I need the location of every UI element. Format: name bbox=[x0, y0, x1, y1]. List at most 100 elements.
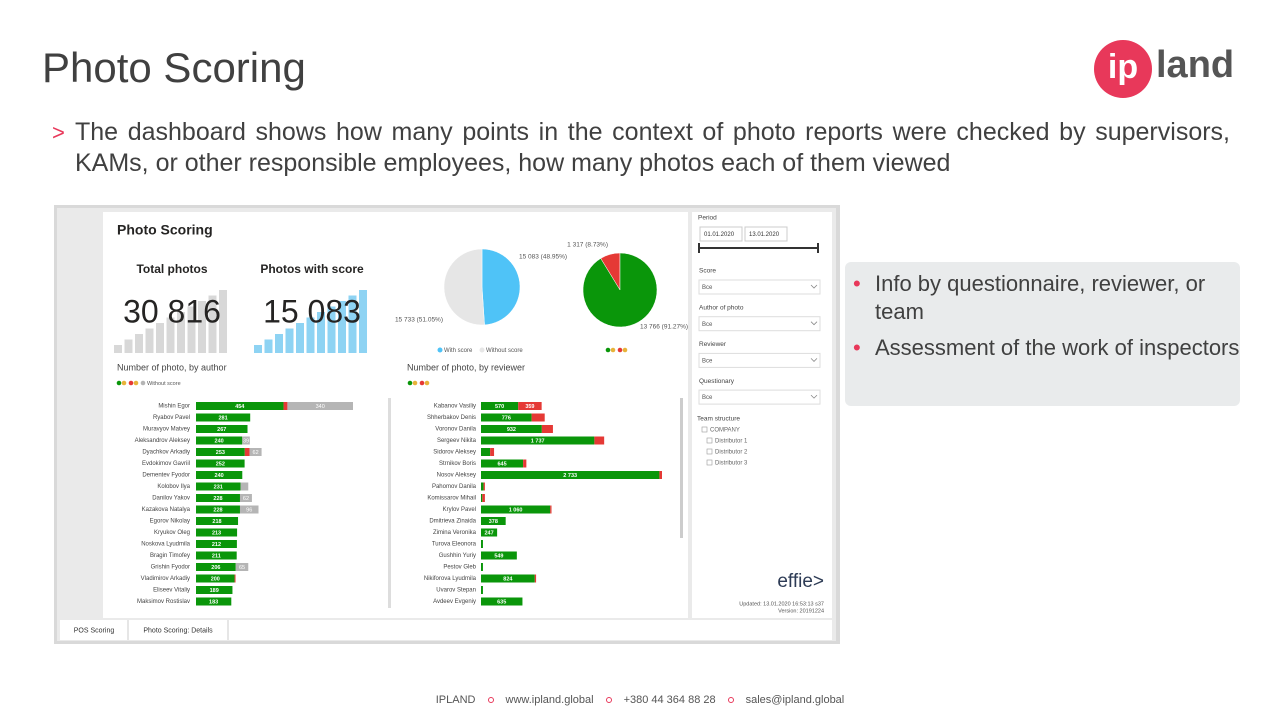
tree-checkbox[interactable] bbox=[706, 459, 713, 466]
sparkline-bar bbox=[219, 290, 227, 353]
dropdown-value: Все bbox=[702, 395, 713, 401]
score-bar bbox=[481, 528, 498, 537]
bar-label: 378 bbox=[489, 519, 498, 525]
sparkline-bar bbox=[338, 301, 346, 353]
tree-item: Distributor 2 bbox=[715, 450, 748, 456]
report-title: Photo Scoring bbox=[117, 222, 213, 238]
row-name: Zimina Veronika bbox=[433, 530, 477, 536]
row-name: Kryukov Oleg bbox=[154, 530, 190, 536]
legend-icon bbox=[610, 347, 616, 353]
legend-icon bbox=[412, 380, 418, 386]
legend-icon bbox=[133, 380, 139, 386]
pie-slice bbox=[481, 248, 521, 326]
filter-label: Author of photo bbox=[699, 304, 744, 311]
score-bar bbox=[196, 528, 238, 537]
fail-bar bbox=[534, 574, 537, 583]
fail-bar bbox=[482, 494, 485, 502]
score-bar bbox=[481, 494, 483, 502]
tree-checkbox[interactable] bbox=[706, 448, 713, 455]
bar-label: 252 bbox=[216, 461, 225, 467]
footer-item: +380 44 364 88 28 bbox=[623, 694, 716, 706]
score-bar bbox=[481, 471, 660, 479]
separator bbox=[487, 697, 494, 704]
bar-label: 2 733 bbox=[563, 473, 577, 479]
fail-bar bbox=[659, 471, 662, 479]
separator bbox=[727, 697, 734, 704]
legend-icon bbox=[140, 380, 146, 386]
row-name: Muravyov Matvey bbox=[143, 427, 190, 433]
bar-label: 206 bbox=[211, 565, 220, 571]
fail-bar bbox=[244, 448, 250, 456]
row-name: Komissarov Mihail bbox=[427, 496, 476, 502]
fail-bar bbox=[234, 574, 236, 583]
date-box[interactable] bbox=[744, 226, 788, 242]
chart-title: Number of photo, by reviewer bbox=[407, 362, 525, 372]
sparkline-bar bbox=[296, 323, 304, 353]
slider-handle[interactable] bbox=[817, 243, 819, 253]
legend-icon bbox=[128, 380, 134, 386]
pie-slice bbox=[582, 252, 658, 328]
dropdown[interactable] bbox=[698, 352, 821, 368]
row-name: Noskova Lyudmila bbox=[141, 542, 190, 548]
slider-handle[interactable] bbox=[698, 243, 700, 253]
report-tab[interactable]: Photo Scoring: Details bbox=[143, 627, 213, 634]
row-name: Nosov Aleksey bbox=[437, 473, 476, 479]
row-name: Dmitrieva Zinaida bbox=[429, 519, 476, 525]
filter-label: Questionary bbox=[699, 378, 735, 385]
pie-label: 15 733 (51.05%) bbox=[395, 317, 443, 324]
legend-icon bbox=[407, 380, 413, 386]
score-bar bbox=[196, 471, 243, 479]
row-name: Uvarov Stepan bbox=[436, 588, 476, 594]
bar-label: 183 bbox=[209, 599, 218, 605]
callout-list: Info by questionnaire, reviewer, or team… bbox=[845, 270, 1240, 362]
row-name: Sergeev Nikita bbox=[437, 438, 477, 444]
bar-label: 340 bbox=[316, 404, 325, 410]
tree-checkbox[interactable] bbox=[701, 426, 708, 433]
bar-label: 1 060 bbox=[509, 507, 523, 513]
score-bar bbox=[481, 540, 483, 548]
dropdown[interactable] bbox=[698, 279, 821, 295]
chart-title: Number of photo, by author bbox=[117, 362, 227, 372]
bar-label: 824 bbox=[503, 576, 513, 582]
tree-checkbox[interactable] bbox=[706, 437, 713, 444]
score-bar bbox=[481, 574, 535, 583]
row-name: Pestov Gleb bbox=[443, 565, 476, 571]
row-name: Dementev Fyodor bbox=[142, 473, 190, 479]
separator bbox=[605, 697, 612, 704]
legend-label: Without score bbox=[147, 381, 181, 387]
score-bar bbox=[196, 425, 248, 433]
legend-label: With score bbox=[444, 348, 473, 354]
sparkline-bar bbox=[208, 295, 217, 353]
bar-label: 65 bbox=[239, 565, 245, 571]
dropdown[interactable] bbox=[698, 316, 821, 332]
row-name: Dyachkov Arkadiy bbox=[142, 450, 190, 456]
bar-label: 62 bbox=[253, 450, 259, 456]
score-bar bbox=[481, 436, 595, 445]
logo-mark: ip bbox=[1094, 40, 1152, 98]
row-name: Kolobov Ilya bbox=[157, 484, 190, 490]
bar-label: 218 bbox=[212, 519, 221, 525]
callout-item: Assessment of the work of inspectors bbox=[853, 334, 1240, 362]
row-name: Bragin Timofey bbox=[150, 553, 190, 559]
score-bar bbox=[196, 551, 237, 560]
dropdown-value: Все bbox=[702, 322, 713, 328]
row-name: Eliseev Vitaliy bbox=[153, 588, 190, 594]
row-name: Turova Eleonora bbox=[432, 542, 477, 548]
dropdown[interactable] bbox=[698, 389, 821, 405]
report-tab[interactable]: POS Scoring bbox=[74, 627, 115, 634]
date-box[interactable] bbox=[699, 226, 743, 242]
fail-bar bbox=[283, 402, 288, 410]
bar-label: 247 bbox=[484, 530, 493, 536]
brand-logo: effie> bbox=[777, 571, 824, 592]
row-name: Shherbakov Denis bbox=[427, 415, 476, 421]
fail-bar bbox=[531, 413, 545, 422]
score-bar bbox=[481, 517, 506, 525]
row-name: Nikiforova Lyudmila bbox=[424, 576, 477, 582]
intro: > The dashboard shows how many points in… bbox=[52, 117, 1230, 179]
bar-label: 231 bbox=[214, 484, 223, 490]
filter-label: Score bbox=[699, 268, 716, 275]
dropdown-arrow bbox=[810, 284, 818, 289]
score-bar bbox=[481, 551, 517, 560]
bar-label: 570 bbox=[495, 404, 504, 410]
